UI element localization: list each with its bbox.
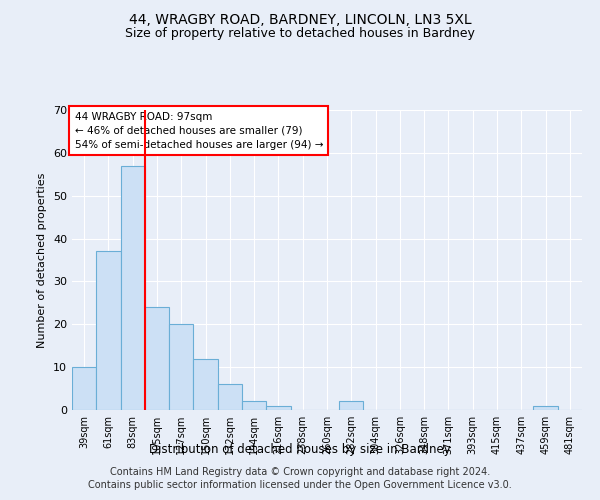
Bar	[533, 406, 558, 410]
Text: 44 WRAGBY ROAD: 97sqm
← 46% of detached houses are smaller (79)
54% of semi-deta: 44 WRAGBY ROAD: 97sqm ← 46% of detached …	[74, 112, 323, 150]
Text: 44, WRAGBY ROAD, BARDNEY, LINCOLN, LN3 5XL: 44, WRAGBY ROAD, BARDNEY, LINCOLN, LN3 5…	[128, 12, 472, 26]
Text: Contains HM Land Registry data © Crown copyright and database right 2024.
Contai: Contains HM Land Registry data © Crown c…	[88, 467, 512, 490]
Text: Size of property relative to detached houses in Bardney: Size of property relative to detached ho…	[125, 28, 475, 40]
Bar	[218, 384, 242, 410]
Bar	[121, 166, 145, 410]
Bar	[339, 402, 364, 410]
Bar	[169, 324, 193, 410]
Bar	[72, 367, 96, 410]
Bar	[193, 358, 218, 410]
Y-axis label: Number of detached properties: Number of detached properties	[37, 172, 47, 348]
Bar	[242, 402, 266, 410]
Text: Distribution of detached houses by size in Bardney: Distribution of detached houses by size …	[149, 442, 451, 456]
Bar	[145, 307, 169, 410]
Bar	[96, 252, 121, 410]
Bar	[266, 406, 290, 410]
